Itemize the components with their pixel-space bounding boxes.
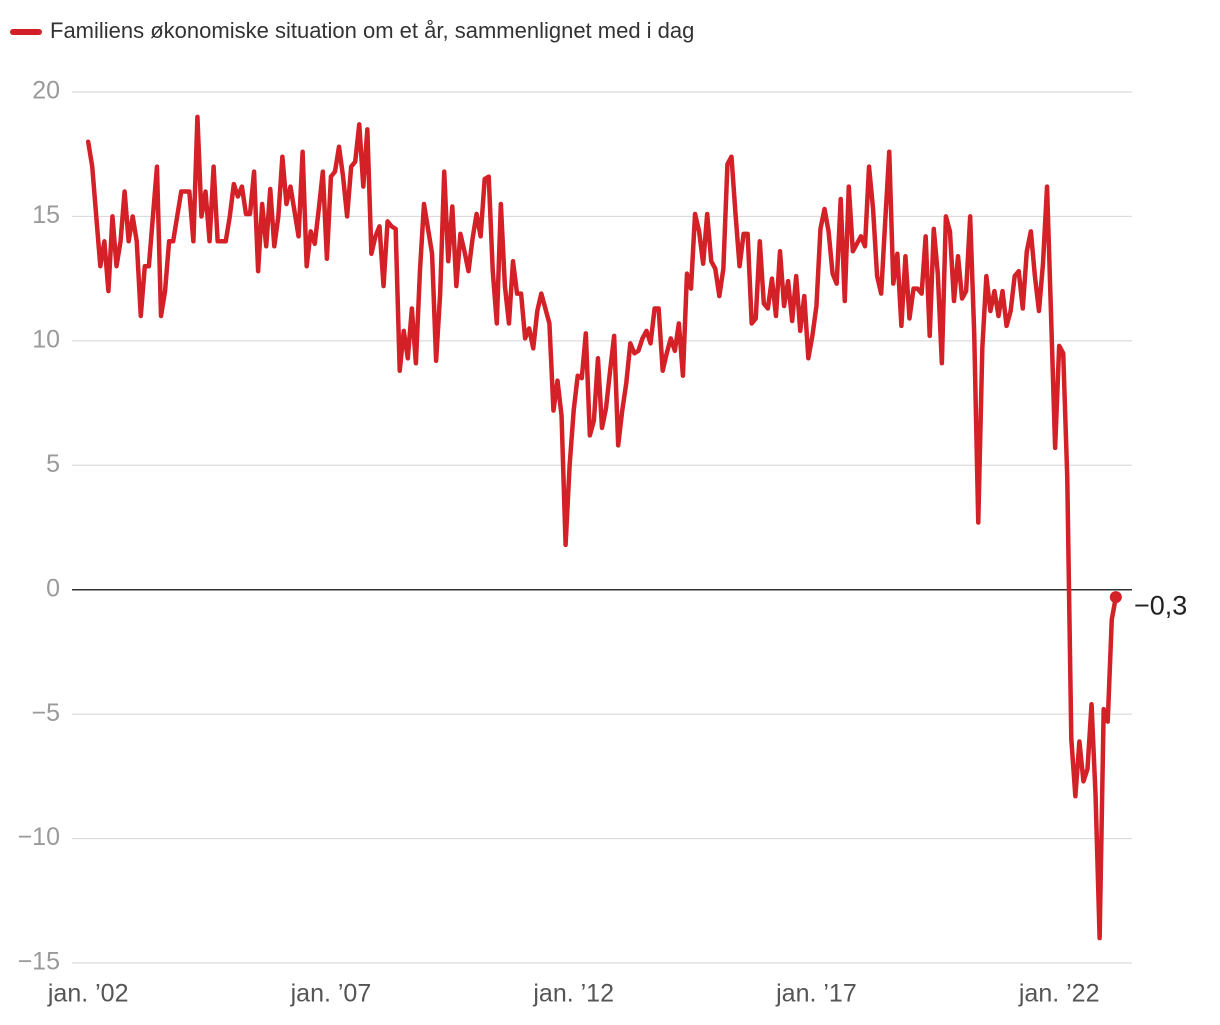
x-tick-label: jan. ’07 xyxy=(290,980,372,1008)
y-tick-label: 20 xyxy=(32,77,60,105)
end-point xyxy=(1109,591,1122,604)
value-label: −0,3 xyxy=(1134,590,1187,620)
y-tick-label: 0 xyxy=(46,574,60,602)
y-tick-label: 10 xyxy=(32,325,60,353)
y-tick-label: −5 xyxy=(31,699,60,727)
x-tick-label: jan. ’17 xyxy=(775,980,857,1008)
y-tick-label: −15 xyxy=(18,948,60,976)
y-tick-label: 15 xyxy=(32,201,60,229)
legend-label: Familiens økonomiske situation om et år,… xyxy=(50,18,694,43)
y-tick-label: −10 xyxy=(18,823,60,851)
data-line xyxy=(85,114,1119,941)
x-tick-label: jan. ’22 xyxy=(1018,980,1100,1008)
x-tick-label: jan. ’12 xyxy=(532,980,614,1008)
x-tick-label: jan. ’02 xyxy=(47,980,129,1008)
y-tick-label: 5 xyxy=(46,450,60,478)
